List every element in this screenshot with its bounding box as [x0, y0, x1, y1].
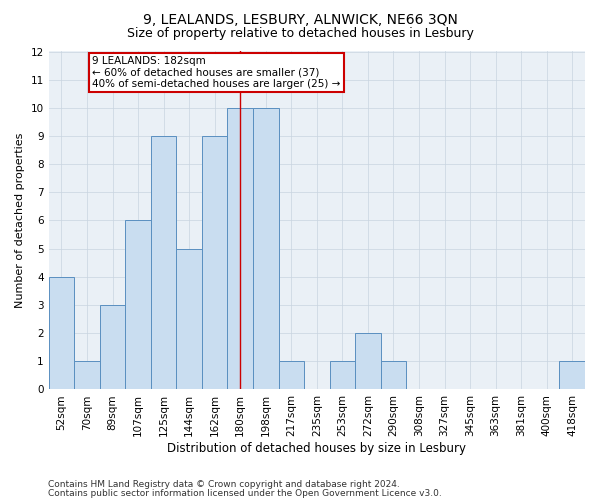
Bar [176, 248, 202, 390]
Bar [49, 277, 74, 390]
Text: Contains HM Land Registry data © Crown copyright and database right 2024.: Contains HM Land Registry data © Crown c… [48, 480, 400, 489]
Text: 9 LEALANDS: 182sqm
← 60% of detached houses are smaller (37)
40% of semi-detache: 9 LEALANDS: 182sqm ← 60% of detached hou… [92, 56, 340, 89]
Text: 9, LEALANDS, LESBURY, ALNWICK, NE66 3QN: 9, LEALANDS, LESBURY, ALNWICK, NE66 3QN [143, 12, 457, 26]
Bar [355, 333, 380, 390]
Bar [151, 136, 176, 390]
Bar [380, 362, 406, 390]
Bar [100, 305, 125, 390]
Text: Size of property relative to detached houses in Lesbury: Size of property relative to detached ho… [127, 28, 473, 40]
Bar [253, 108, 278, 390]
Y-axis label: Number of detached properties: Number of detached properties [15, 133, 25, 308]
Bar [278, 362, 304, 390]
X-axis label: Distribution of detached houses by size in Lesbury: Distribution of detached houses by size … [167, 442, 466, 455]
Bar [74, 362, 100, 390]
Bar [202, 136, 227, 390]
Bar [329, 362, 355, 390]
Bar [559, 362, 585, 390]
Bar [125, 220, 151, 390]
Text: Contains public sector information licensed under the Open Government Licence v3: Contains public sector information licen… [48, 488, 442, 498]
Bar [227, 108, 253, 390]
